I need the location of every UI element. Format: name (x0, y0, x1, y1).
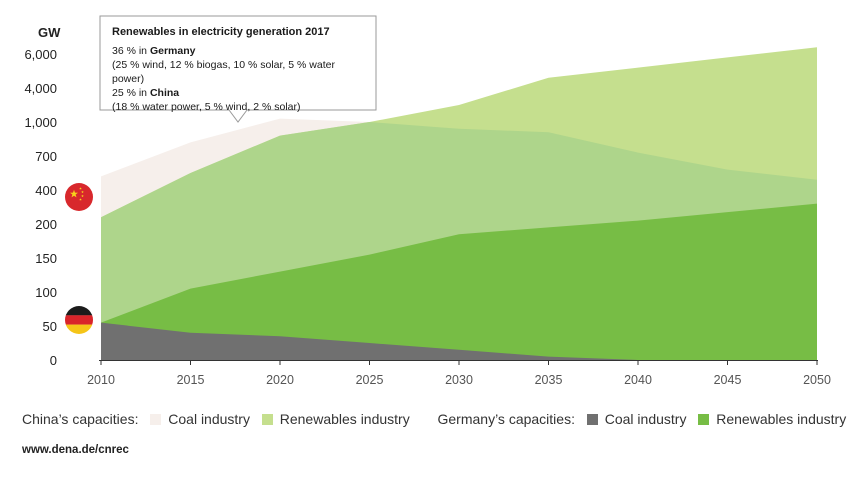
callout-title: Renewables in electricity generation 201… (112, 26, 330, 38)
y-axis-label: GW (38, 25, 61, 40)
y-tick-label: 1,000 (24, 115, 57, 130)
legend-china-prefix: China’s capacities: (22, 411, 139, 428)
x-tick-label: 2035 (535, 373, 563, 387)
flags (65, 183, 93, 334)
y-tick-label: 0 (50, 353, 57, 368)
legend-china-coal-label: Coal industry (168, 411, 250, 428)
callout-germany-prefix: 36 % in (112, 45, 150, 57)
area-germany-coal (101, 322, 817, 360)
x-tick-label: 2010 (87, 373, 115, 387)
y-tick-label: 50 (43, 319, 57, 334)
callout-germany: 36 % in Germany (112, 44, 364, 58)
y-tick-label: 200 (35, 217, 57, 232)
legend-germany-prefix: Germany’s capacities: (437, 411, 575, 428)
germany-flag-black (65, 306, 93, 316)
china-flag-small-star (79, 187, 82, 190)
x-tick-label: 2045 (714, 373, 742, 387)
china-flag (65, 183, 93, 211)
legend-china-renew-swatch (261, 413, 273, 425)
legend-china-renew-label: Renewables industry (279, 411, 410, 428)
germany-flag-gold (65, 324, 93, 334)
legend-germany-coal-swatch (586, 413, 598, 425)
germany-flag (65, 306, 93, 334)
x-tick-label: 2020 (266, 373, 294, 387)
china-flag-small-star (79, 198, 82, 201)
callout-china-label: China (149, 87, 180, 99)
annotation-callout: Renewables in electricity generation 201… (100, 16, 376, 113)
x-tick-label: 2050 (803, 373, 831, 387)
china-flag-small-star (81, 194, 84, 198)
callout-china-detail: (18 % water power, 5 % wind, 2 % solar) (112, 101, 301, 113)
callout-shape (99, 15, 377, 123)
x-tick-label: 2040 (624, 373, 652, 387)
chart-axes: GW 0 50 100 150 200 400 700 1,000 4,000 6,000 2010 2… (24, 25, 830, 387)
source-link[interactable]: www.dena.de/cnrec (22, 444, 129, 456)
legend-germany-renew-swatch (698, 413, 710, 425)
y-tick-label: 400 (35, 183, 57, 198)
china-flag-small-star (81, 190, 84, 194)
china-flag-big-star (70, 189, 78, 198)
y-tick-label: 700 (35, 149, 57, 164)
callout-china-prefix: 25 % in (112, 87, 150, 99)
legend-germany-coal-label: Coal industry (604, 411, 687, 428)
y-tick-label: 6,000 (24, 47, 57, 62)
legend-china-coal-swatch (150, 413, 162, 425)
callout-germany-label: Germany (149, 45, 196, 57)
germany-flag-red (65, 315, 93, 325)
legend-germany-renew-label: Renewables industry (716, 411, 847, 428)
y-tick-label: 4,000 (24, 81, 57, 96)
callout-china: 25 % in China (112, 86, 364, 100)
y-tick-label: 100 (35, 285, 57, 300)
x-tick-label: 2025 (356, 373, 384, 387)
area-germany-renewables (101, 203, 817, 360)
x-tick-label: 2030 (445, 373, 473, 387)
chart-areas (101, 47, 817, 360)
legend: China’s capacities: Coal industry Renewa… (22, 410, 846, 430)
x-tick-label: 2015 (177, 373, 205, 387)
y-tick-label: 150 (35, 251, 57, 266)
callout-box (99, 15, 377, 123)
callout-germany-detail: (25 % wind, 12 % biogas, 10 % solar, 5 %… (112, 59, 335, 85)
